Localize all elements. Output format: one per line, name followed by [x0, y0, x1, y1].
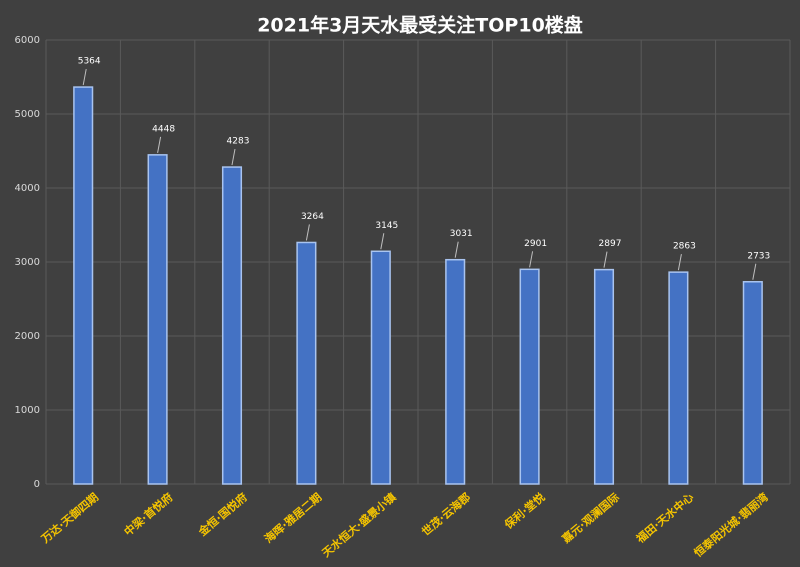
bar — [296, 241, 317, 485]
leader-line — [529, 251, 534, 268]
y-tick-label: 1000 — [15, 405, 40, 416]
leader-line — [603, 251, 608, 268]
data-label: 3031 — [450, 229, 473, 239]
data-label: 5364 — [78, 57, 101, 67]
data-label: 3264 — [301, 212, 324, 222]
leader-line — [157, 136, 162, 153]
bar — [519, 268, 540, 485]
y-tick-label: 3000 — [15, 257, 40, 268]
leader-line — [82, 68, 87, 86]
data-label: 4283 — [227, 137, 250, 147]
data-label: 2863 — [673, 242, 696, 252]
chart-title: 2021年3月天水最受关注TOP10楼盘 — [257, 14, 583, 37]
y-tick-label: 4000 — [15, 183, 40, 194]
bar — [73, 86, 94, 485]
bar — [668, 271, 689, 485]
leader-line — [454, 241, 459, 258]
y-tick-label: 5000 — [15, 109, 40, 120]
bar — [742, 281, 763, 485]
leader-line — [752, 263, 757, 280]
leader-line — [305, 224, 310, 241]
data-label: 2897 — [599, 239, 622, 249]
bar — [147, 154, 168, 485]
bar — [221, 166, 243, 485]
leader-line — [380, 233, 385, 250]
leader-line — [677, 254, 682, 271]
leader-line — [231, 148, 236, 166]
data-label: 4448 — [152, 124, 175, 134]
y-tick-label: 6000 — [15, 35, 40, 46]
bar — [445, 258, 466, 485]
y-tick-label: 2000 — [15, 331, 40, 342]
bar — [593, 268, 615, 485]
data-label: 2733 — [747, 251, 770, 261]
bar — [370, 250, 391, 485]
y-tick-label: 0 — [34, 479, 40, 490]
data-label: 3145 — [375, 221, 398, 231]
data-label: 2901 — [524, 239, 547, 249]
